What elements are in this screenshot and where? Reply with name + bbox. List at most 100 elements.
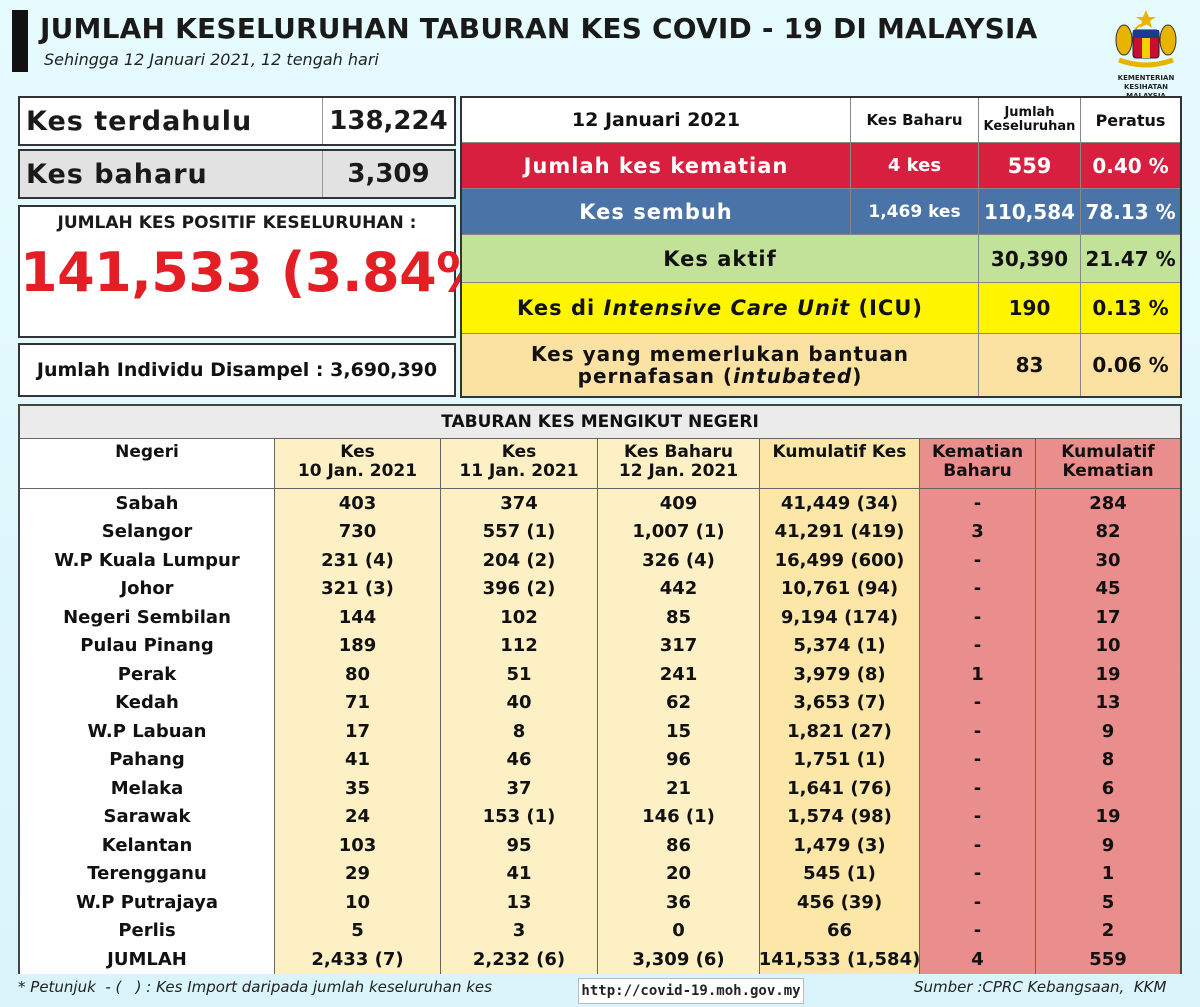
- table-cell: 20: [597, 859, 759, 888]
- col-header-line1: Kes: [340, 442, 375, 462]
- table-cell: 24: [274, 802, 440, 831]
- table-cell: 62: [597, 688, 759, 717]
- table-cell: 80: [274, 660, 440, 689]
- state-name: Terengganu: [20, 859, 274, 888]
- table-cell: 284: [1035, 489, 1180, 518]
- table-cell: 3: [919, 517, 1035, 546]
- intubated-label-line2-post: ): [852, 364, 863, 388]
- table-cell: 17: [1035, 603, 1180, 632]
- col-total-line1: Jumlah: [1004, 105, 1055, 120]
- table-cell: 326 (4): [597, 546, 759, 575]
- table-cell: 545 (1): [759, 859, 919, 888]
- table-cell: -: [919, 489, 1035, 518]
- state-name: W.P Labuan: [20, 717, 274, 746]
- table-cell: -: [919, 916, 1035, 945]
- total-positive-label: JUMLAH KES POSITIF KESELURUHAN :: [57, 213, 417, 233]
- table-cell: 5,374 (1): [759, 631, 919, 660]
- state-name: Kelantan: [20, 831, 274, 860]
- table-cell: 456 (39): [759, 888, 919, 917]
- total-positive-value: 141,533 (3.84%): [20, 241, 514, 304]
- state-name: JUMLAH: [20, 945, 274, 974]
- table-cell: 46: [440, 745, 597, 774]
- intubated-label-line2: pernafasan (intubated): [578, 365, 863, 387]
- table-row: Kelantan 103 95 86 1,479 (3) -9: [20, 831, 1180, 860]
- total-positive-box: JUMLAH KES POSITIF KESELURUHAN : 141,533…: [18, 205, 514, 338]
- table-cell: 189: [274, 631, 440, 660]
- table-cell: 10,761 (94): [759, 574, 919, 603]
- table-cell: 29: [274, 859, 440, 888]
- col-header-2: Kes 11 Jan. 2021: [440, 439, 597, 488]
- table-row: Melaka 35 37 21 1,641 (76) -6: [20, 774, 1180, 803]
- table-cell: 317: [597, 631, 759, 660]
- table-row: Sarawak 24 153 (1) 146 (1) 1,574 (98) -19: [20, 802, 1180, 831]
- recovered-label: Kes sembuh: [579, 199, 733, 224]
- table-cell: 82: [1035, 517, 1180, 546]
- icu-label-post: (ICU): [850, 296, 923, 320]
- table-cell: 19: [1035, 660, 1180, 689]
- table-cell: 9: [1035, 831, 1180, 860]
- table-cell: 40: [440, 688, 597, 717]
- recovered-new: 1,469 kes: [850, 189, 978, 234]
- previous-cases-value: 138,224: [329, 106, 448, 136]
- table-cell: -: [919, 546, 1035, 575]
- table-cell: -: [919, 631, 1035, 660]
- table-row: Pahang 41 46 96 1,751 (1) -8: [20, 745, 1180, 774]
- table-cell: 321 (3): [274, 574, 440, 603]
- table-cell: 13: [1035, 688, 1180, 717]
- table-cell: 45: [1035, 574, 1180, 603]
- recovered-percent: 78.13 %: [1080, 189, 1180, 234]
- table-cell: 0: [597, 916, 759, 945]
- deaths-label: Jumlah kes kematian: [523, 153, 789, 178]
- ministry-logo: KEMENTERIAN KESIHATAN MALAYSIA: [1098, 8, 1194, 100]
- summary-row-active: Kes aktif 30,390 21.47 %: [462, 235, 1180, 283]
- table-cell: 103: [274, 831, 440, 860]
- col-header-line2: 12 Jan. 2021: [618, 461, 739, 481]
- table-cell: 3,653 (7): [759, 688, 919, 717]
- previous-cases-label: Kes terdahulu: [20, 98, 323, 144]
- icu-percent: 0.13 %: [1080, 283, 1180, 333]
- logo-text-ministry: KEMENTERIAN KESIHATAN: [1117, 74, 1175, 91]
- summary-header-row: 12 Januari 2021 Kes Baharu Jumlah Keselu…: [462, 98, 1180, 143]
- state-name: Johor: [20, 574, 274, 603]
- table-cell: -: [919, 802, 1035, 831]
- summary-table: 12 Januari 2021 Kes Baharu Jumlah Keselu…: [460, 96, 1182, 398]
- table-cell: 559: [1035, 945, 1180, 974]
- table-cell: 442: [597, 574, 759, 603]
- table-cell: 41: [440, 859, 597, 888]
- summary-row-recovered: Kes sembuh 1,469 kes 110,584 78.13 %: [462, 189, 1180, 235]
- col-header-0: Negeri: [20, 439, 274, 488]
- intubated-label-line2-pre: pernafasan (: [577, 364, 734, 388]
- table-cell: 102: [440, 603, 597, 632]
- intubated-label-line2-em: intubated: [733, 364, 853, 388]
- col-header-6: Kumulatif Kematian: [1035, 439, 1180, 488]
- table-cell: -: [919, 831, 1035, 860]
- table-cell: 8: [1035, 745, 1180, 774]
- col-header-4: Kumulatif Kes: [759, 439, 919, 488]
- state-name: Pulau Pinang: [20, 631, 274, 660]
- table-cell: -: [919, 888, 1035, 917]
- table-cell: 51: [440, 660, 597, 689]
- table-cell: 85: [597, 603, 759, 632]
- col-total: Jumlah Keseluruhan: [978, 98, 1080, 142]
- state-name: W.P Kuala Lumpur: [20, 546, 274, 575]
- active-label: Kes aktif: [663, 246, 777, 271]
- table-cell: 2: [1035, 916, 1180, 945]
- import-cases-note: * Petunjuk - ( ) : Kes Import daripada j…: [18, 978, 492, 996]
- table-cell: 231 (4): [274, 546, 440, 575]
- table-cell: 1: [919, 660, 1035, 689]
- col-header-line1: Kumulatif Kes: [772, 442, 907, 462]
- col-header-line2: Kematian: [1062, 461, 1154, 481]
- table-cell: 1,574 (98): [759, 802, 919, 831]
- new-cases-value: 3,309: [347, 159, 430, 189]
- state-name: Pahang: [20, 745, 274, 774]
- deaths-total: 559: [978, 143, 1080, 188]
- moh-website-link[interactable]: http://covid-19.moh.gov.my: [578, 978, 804, 1004]
- table-cell: 5: [1035, 888, 1180, 917]
- table-cell: 13: [440, 888, 597, 917]
- table-row: W.P Putrajaya 10 13 36 456 (39) -5: [20, 888, 1180, 917]
- table-cell: 86: [597, 831, 759, 860]
- table-cell: 17: [274, 717, 440, 746]
- intubated-percent: 0.06 %: [1080, 334, 1180, 396]
- state-name: Selangor: [20, 517, 274, 546]
- active-total: 30,390: [978, 235, 1080, 282]
